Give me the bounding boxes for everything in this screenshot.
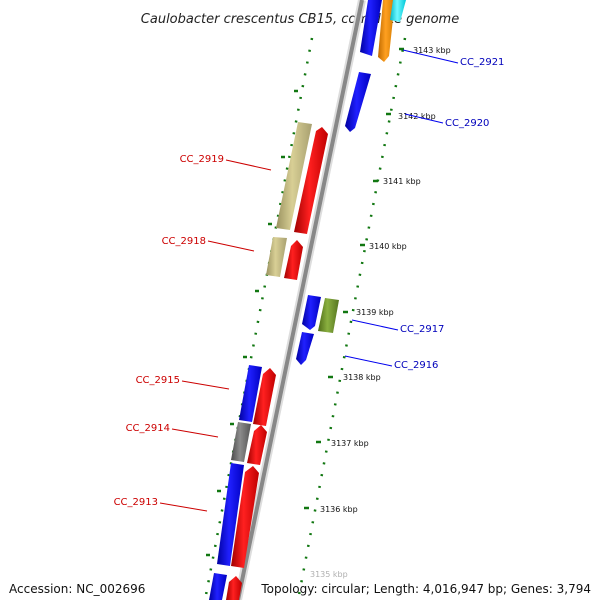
gene-cc2918-pseudo[interactable]	[266, 237, 287, 277]
gene-label-cc2916[interactable]: CC_2916	[394, 360, 438, 371]
gene-cc2919-pseudo[interactable]	[276, 122, 312, 230]
genome-summary-text: Topology: circular; Length: 4,016,947 bp…	[261, 582, 591, 596]
gene-cc2919[interactable]	[294, 127, 328, 234]
tick-label: 3138 kbp	[343, 373, 381, 382]
gene-top-blue[interactable]	[360, 0, 382, 56]
gene-cc2917[interactable]	[302, 295, 321, 330]
gene-cc2916[interactable]	[296, 332, 314, 365]
tick-label: 3143 kbp	[413, 46, 451, 55]
tick-label: 3141 kbp	[383, 177, 421, 186]
gene-label-cc2913[interactable]: CC_2913	[114, 497, 158, 508]
gene-bottom-blue[interactable]	[209, 573, 227, 600]
gene-label-cc2920[interactable]: CC_2920	[445, 118, 489, 129]
tick-label: 3135 kbp	[310, 570, 348, 579]
reverse-gene-labels	[344, 49, 459, 367]
gene-blue-cc2915[interactable]	[239, 365, 262, 422]
gene-cc2920[interactable]	[345, 72, 371, 132]
tick-label: 3137 kbp	[331, 439, 369, 448]
gene-blue-cc2913[interactable]	[217, 463, 244, 566]
gene-cc2915[interactable]	[253, 368, 276, 426]
gene-label-cc2918[interactable]: CC_2918	[162, 236, 206, 247]
gene-label-cc2921[interactable]: CC_2921	[460, 57, 504, 68]
accession-text: Accession: NC_002696	[9, 582, 146, 596]
forward-gene-labels	[159, 159, 272, 512]
gene-label-cc2915[interactable]: CC_2915	[136, 375, 180, 386]
gene-cc2913[interactable]	[231, 466, 259, 568]
gene-cyan[interactable]	[390, 0, 406, 22]
tick-label: 3136 kbp	[320, 505, 358, 514]
gene-cc2914[interactable]	[247, 425, 267, 465]
gene-label-cc2917[interactable]: CC_2917	[400, 324, 444, 335]
genome-backbone-core	[236, 0, 364, 600]
tick-label: 3140 kbp	[369, 242, 407, 251]
tick-label: 3139 kbp	[356, 308, 394, 317]
gene-cc2917-fwd[interactable]	[318, 298, 339, 333]
map-title: Caulobacter crescentus CB15, complete ge…	[141, 12, 459, 27]
gene-gray-cc2914[interactable]	[231, 422, 251, 462]
gene-label-cc2919[interactable]: CC_2919	[180, 154, 224, 165]
gene-label-cc2914[interactable]: CC_2914	[126, 423, 170, 434]
gene-bottom-red[interactable]	[226, 576, 242, 600]
gene-cc2918[interactable]	[284, 240, 303, 280]
tick-dashes	[206, 47, 404, 557]
